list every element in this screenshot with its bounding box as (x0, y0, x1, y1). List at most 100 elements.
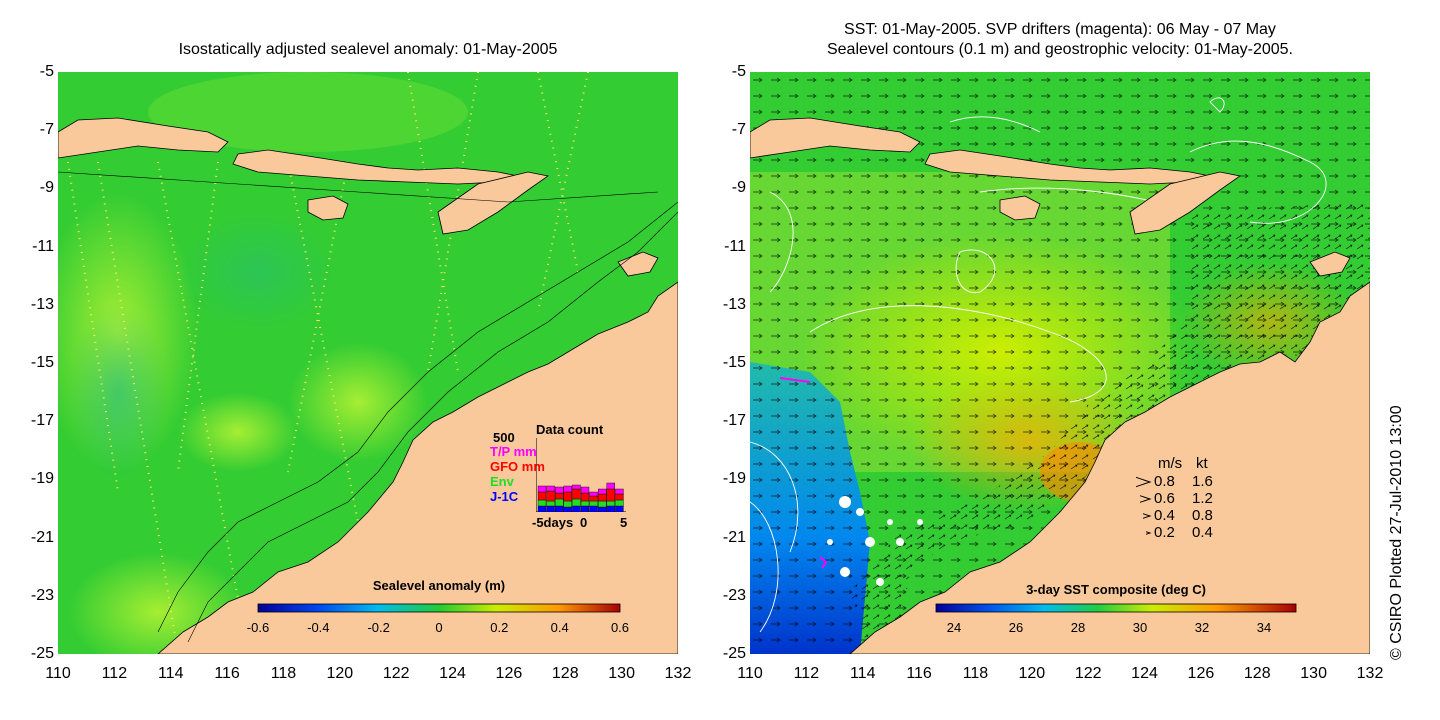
velocity-arrow-glyph (1145, 531, 1152, 535)
australia-landmass (849, 281, 1370, 654)
colorbar-tick-label: 30 (1132, 620, 1148, 635)
colorbar-tick-label: 0 (435, 620, 443, 635)
y-tick-label: -23 (722, 586, 746, 604)
histogram-bar-segment (537, 491, 547, 501)
y-tick-label: -25 (30, 645, 54, 662)
land-islands (58, 117, 659, 277)
colorbar-tick-label: 0.6 (610, 620, 630, 635)
velocity-kt-value: 0.4 (1192, 524, 1213, 541)
anomaly-blob (288, 342, 428, 462)
data-count-histogram (536, 438, 626, 512)
velocity-kt-value: 1.2 (1192, 490, 1213, 507)
histogram-bar-segment (537, 505, 547, 512)
y-tick-label: -19 (722, 470, 746, 488)
histogram-bar-segment (546, 500, 555, 507)
histogram-bar-segment (563, 500, 572, 508)
histogram-bar-segment (580, 505, 590, 512)
histogram-bar-segment (555, 505, 564, 512)
colorbar-tick-label: 0.2 (490, 620, 509, 635)
histogram-bar-segment (589, 505, 598, 512)
right-map-title-line1: SST: 01-May-2005. SVP drifters (magenta)… (844, 21, 1276, 38)
histogram-bar-segment (572, 498, 581, 507)
y-tick-label: -13 (722, 295, 746, 313)
histogram-bar-segment (546, 505, 555, 512)
histogram-bar-segment (580, 492, 590, 502)
histogram-bar-segment (615, 505, 624, 512)
geostrophic-velocity-arrows-dense (850, 202, 1370, 654)
histogram-bar-segment (580, 500, 590, 507)
x-tick-label: 112 (793, 665, 820, 682)
histogram-bar-segment (555, 486, 564, 494)
y-tick-label: -5 (39, 63, 54, 80)
x-tick-label: 130 (608, 665, 635, 682)
y-tick-label: -11 (32, 237, 54, 255)
histogram-bar-segment (598, 500, 607, 508)
source-tp: T/P mm (490, 444, 537, 459)
y-tick-label: -15 (30, 354, 54, 371)
x-tick-label: 120 (326, 665, 354, 682)
histogram-bar-segment (555, 492, 564, 500)
x-tick-label: 118 (270, 665, 297, 682)
sealevel-colorbar (257, 603, 621, 613)
x-tick-label: 132 (1356, 665, 1384, 682)
source-env: Env (490, 474, 514, 489)
anomaly-blob (148, 72, 468, 152)
colorbar-tick-label: 28 (1070, 620, 1086, 635)
sst-colorbar-label: 3-day SST composite (deg C) (1026, 582, 1206, 597)
sealevel-colorbar-label: Sealevel anomaly (m) (372, 578, 506, 593)
cloud-mask (827, 496, 923, 586)
y-tick-label: -19 (30, 470, 54, 488)
colorbar-tick-label: 26 (1008, 620, 1024, 635)
velocity-legend: m/s kt 0.8 1.6 0.6 1.2 0.4 0.8 0.2 0.4 (1128, 454, 1238, 544)
x-tick-label: 116 (906, 665, 932, 682)
y-tick-label: -9 (731, 179, 746, 197)
histogram-bar-segment (537, 485, 547, 493)
sealevel-anomaly-map: Sealevel anomaly (m) -0.6 -0.4 -0.2 0 0.2 0.4… (58, 72, 678, 654)
x-tick-label: 128 (1243, 665, 1271, 682)
histogram-bar-segment (546, 490, 555, 502)
histogram-bar-segment (615, 499, 624, 507)
sealevel-contours (750, 97, 1327, 633)
data-count-title: Data count (536, 422, 604, 437)
sst-map-svg (750, 72, 1370, 654)
colorbar-tick-label: 34 (1256, 620, 1272, 635)
australia-landmass (157, 281, 678, 654)
histogram-bar-segment (615, 488, 624, 495)
velocity-kt-value: 1.6 (1192, 473, 1213, 490)
source-j1c: J-1C (490, 489, 519, 504)
x-tick-label: 124 (439, 665, 466, 682)
velocity-arrow-glyph (1142, 513, 1152, 519)
x-tick-label: 110 (45, 665, 71, 682)
x-tick-label: 122 (382, 665, 410, 682)
histogram-bar-segment (606, 482, 616, 490)
svp-drifter-track (819, 556, 828, 569)
y-tick-label: -5 (731, 63, 746, 80)
copyright-text: © CSIRO Plotted 27-Jul-2010 13:00 (1388, 405, 1405, 660)
histogram-bar-segment (546, 485, 555, 492)
y-tick-label: -15 (722, 354, 746, 371)
x-tick-label: 114 (849, 665, 876, 682)
x-tick-label: 128 (551, 665, 579, 682)
histogram-bar-segment (598, 506, 607, 512)
data-count-x-right: 5 (620, 515, 628, 530)
histogram-bar-segment (589, 491, 598, 497)
anomaly-blob (68, 302, 168, 482)
velocity-ms-value: 0.6 (1154, 490, 1175, 507)
svp-drifter-track (779, 377, 811, 383)
data-count-x-left: -5days (532, 515, 574, 530)
colorbar-tick-label: -0.2 (367, 620, 390, 635)
x-tick-label: 118 (962, 665, 989, 682)
velocity-ms-value: 0.2 (1154, 524, 1175, 541)
data-count-x-mid: 0 (580, 515, 588, 530)
velocity-arrow-glyph (1139, 495, 1152, 503)
y-tick-label: -17 (722, 412, 746, 430)
histogram-bar-segment (555, 498, 564, 507)
histogram-bar-segment (563, 491, 572, 502)
colorbar-tick-label: -0.4 (307, 620, 330, 635)
y-tick-label: -11 (724, 237, 746, 255)
histogram-bar-segment (615, 493, 624, 501)
histogram-bar-segment (598, 493, 607, 502)
colorbar-tick-label: 0.4 (550, 620, 569, 635)
histogram-bar-segment (606, 505, 616, 512)
histogram-bar-segment (598, 488, 607, 495)
